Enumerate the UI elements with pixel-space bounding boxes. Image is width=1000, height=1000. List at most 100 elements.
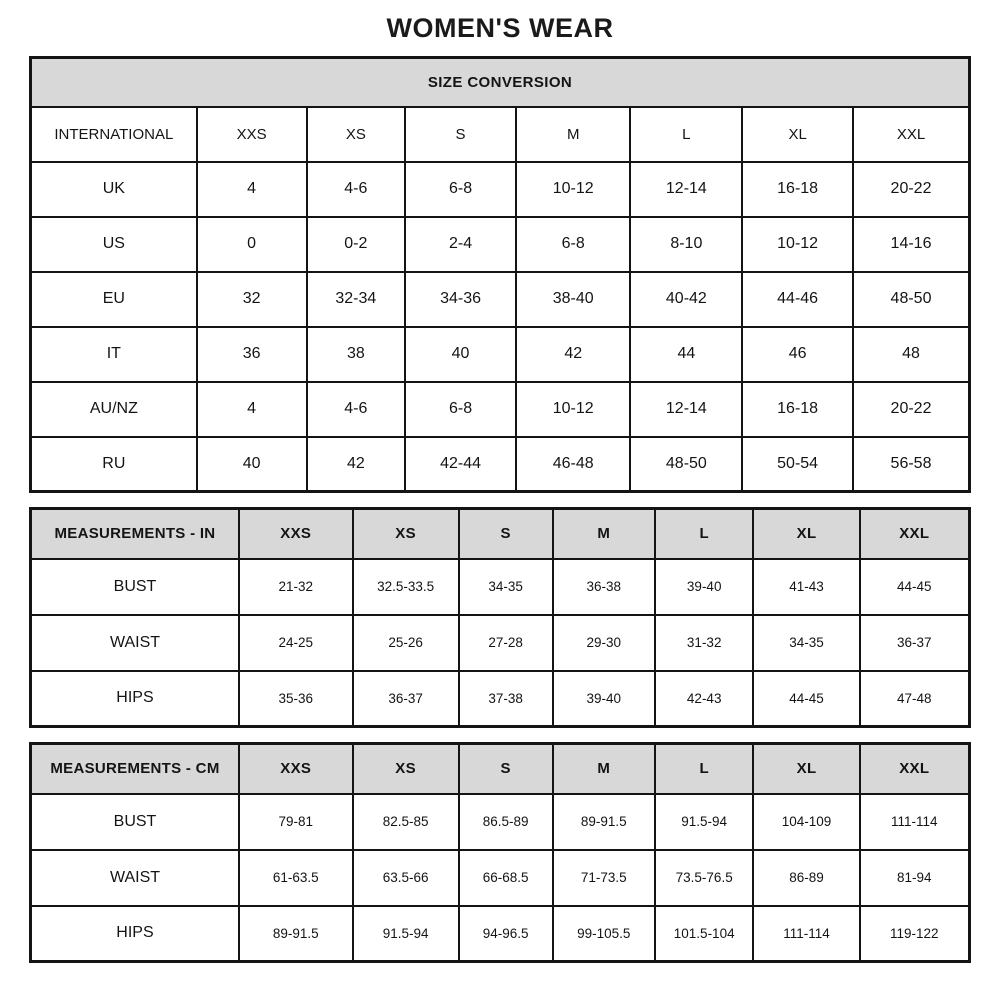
- column-header-row: INTERNATIONAL XXS XS S M L XL XXL: [29, 105, 971, 163]
- measurements-cm-header-row: MEASUREMENTS - CM XXS XS S M L XL XXL: [29, 742, 971, 795]
- column-header: XL: [752, 742, 861, 795]
- table-cell: 4: [195, 160, 308, 218]
- column-header: XXS: [195, 105, 308, 163]
- row-label: RU: [29, 435, 198, 493]
- table-cell: 119-122: [858, 904, 971, 963]
- column-header: S: [457, 507, 554, 560]
- row-label: BUST: [29, 792, 240, 851]
- table-cell: 86-89: [752, 848, 861, 907]
- row-label: WAIST: [29, 848, 240, 907]
- table-cell: 42-43: [653, 669, 755, 728]
- row-label: HIPS: [29, 904, 240, 963]
- table-row: BUST 79-81 82.5-85 86.5-89 89-91.5 91.5-94 104…: [29, 792, 971, 851]
- column-header: XXL: [858, 742, 971, 795]
- table-row: HIPS 89-91.5 91.5-94 94-96.5 99-105.5 101.5-1…: [29, 904, 971, 963]
- column-header: S: [457, 742, 554, 795]
- table-row: UK 4 4-6 6-8 10-12 12-14 16-18 20-22: [29, 160, 971, 218]
- table-cell: 20-22: [852, 160, 971, 218]
- table-cell: 32-34: [305, 270, 407, 328]
- measurements-cm-title: MEASUREMENTS - CM: [29, 742, 240, 795]
- table-cell: 40: [404, 325, 517, 383]
- table-cell: 31-32: [653, 613, 755, 672]
- table-cell: 46: [741, 325, 855, 383]
- table-cell: 81-94: [858, 848, 971, 907]
- column-header: XXS: [237, 507, 354, 560]
- table-cell: 50-54: [741, 435, 855, 493]
- table-cell: 71-73.5: [551, 848, 656, 907]
- table-row: RU 40 42 42-44 46-48 48-50 50-54 56-58: [29, 435, 971, 493]
- table-row: HIPS 35-36 36-37 37-38 39-40 42-43 44-45 47-48: [29, 669, 971, 728]
- table-cell: 36-38: [551, 557, 656, 616]
- table-cell: 47-48: [858, 669, 971, 728]
- table-cell: 36-37: [351, 669, 460, 728]
- table-cell: 91.5-94: [351, 904, 460, 963]
- row-label: HIPS: [29, 669, 240, 728]
- table-cell: 2-4: [404, 215, 517, 273]
- table-cell: 61-63.5: [237, 848, 354, 907]
- table-cell: 34-35: [457, 557, 554, 616]
- row-label: US: [29, 215, 198, 273]
- table-cell: 44-45: [752, 669, 861, 728]
- measurements-in-title: MEASUREMENTS - IN: [29, 507, 240, 560]
- table-row: WAIST 61-63.5 63.5-66 66-68.5 71-73.5 73.5-76…: [29, 848, 971, 907]
- row-label: BUST: [29, 557, 240, 616]
- table-cell: 42: [305, 435, 407, 493]
- table-row: EU 32 32-34 34-36 38-40 40-42 44-46 48-50: [29, 270, 971, 328]
- table-cell: 29-30: [551, 613, 656, 672]
- table-row: IT 36 38 40 42 44 46 48: [29, 325, 971, 383]
- table-cell: 82.5-85: [351, 792, 460, 851]
- table-cell: 20-22: [852, 380, 971, 438]
- table-cell: 16-18: [741, 380, 855, 438]
- table-cell: 21-32: [237, 557, 354, 616]
- column-header: XXL: [858, 507, 971, 560]
- column-header: M: [514, 105, 632, 163]
- size-conversion-body: UK 4 4-6 6-8 10-12 12-14 16-18 20-22 US 0 0-2 2-4 6-…: [29, 160, 971, 493]
- table-cell: 6-8: [514, 215, 632, 273]
- row-label: IT: [29, 325, 198, 383]
- measurements-cm-body: BUST 79-81 82.5-85 86.5-89 89-91.5 91.5-94 104…: [29, 792, 971, 963]
- table-cell: 63.5-66: [351, 848, 460, 907]
- measurements-in-table: MEASUREMENTS - IN XXS XS S M L XL XXL BUST 21-3…: [29, 507, 971, 728]
- table-row: BUST 21-32 32.5-33.5 34-35 36-38 39-40 41-43 44…: [29, 557, 971, 616]
- measurements-in-body: BUST 21-32 32.5-33.5 34-35 36-38 39-40 41-43 44…: [29, 557, 971, 728]
- table-cell: 40: [195, 435, 308, 493]
- table-cell: 14-16: [852, 215, 971, 273]
- table-cell: 6-8: [404, 380, 517, 438]
- table-cell: 48: [852, 325, 971, 383]
- table-cell: 94-96.5: [457, 904, 554, 963]
- row-label: UK: [29, 160, 198, 218]
- column-header: XL: [741, 105, 855, 163]
- table-cell: 91.5-94: [653, 792, 755, 851]
- table-cell: 10-12: [514, 160, 632, 218]
- table-cell: 79-81: [237, 792, 354, 851]
- column-header: XXL: [852, 105, 971, 163]
- table-cell: 6-8: [404, 160, 517, 218]
- column-header: XL: [752, 507, 861, 560]
- table-cell: 42: [514, 325, 632, 383]
- row-label: AU/NZ: [29, 380, 198, 438]
- page-title: WOMEN'S WEAR: [386, 13, 614, 43]
- table-cell: 56-58: [852, 435, 971, 493]
- table-cell: 32.5-33.5: [351, 557, 460, 616]
- table-cell: 12-14: [629, 380, 744, 438]
- table-cell: 44: [629, 325, 744, 383]
- table-cell: 39-40: [653, 557, 755, 616]
- table-cell: 27-28: [457, 613, 554, 672]
- table-cell: 10-12: [741, 215, 855, 273]
- table-cell: 4-6: [305, 160, 407, 218]
- column-header: XS: [351, 507, 460, 560]
- table-cell: 4-6: [305, 380, 407, 438]
- column-header: INTERNATIONAL: [29, 105, 198, 163]
- table-cell: 48-50: [852, 270, 971, 328]
- table-cell: 86.5-89: [457, 792, 554, 851]
- table-row: AU/NZ 4 4-6 6-8 10-12 12-14 16-18 20-22: [29, 380, 971, 438]
- table-cell: 4: [195, 380, 308, 438]
- column-header: L: [629, 105, 744, 163]
- table-cell: 37-38: [457, 669, 554, 728]
- table-cell: 24-25: [237, 613, 354, 672]
- table-cell: 40-42: [629, 270, 744, 328]
- table-cell: 99-105.5: [551, 904, 656, 963]
- table-cell: 0-2: [305, 215, 407, 273]
- table-cell: 25-26: [351, 613, 460, 672]
- table-row: WAIST 24-25 25-26 27-28 29-30 31-32 34-35 36-37: [29, 613, 971, 672]
